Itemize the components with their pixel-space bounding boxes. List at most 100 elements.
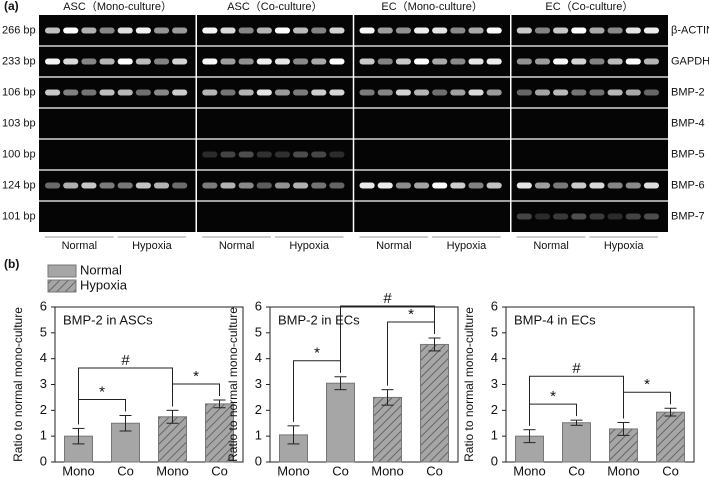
gel-band [238,182,254,189]
group-label: EC（Mono-culture） [381,0,482,13]
gel-band [99,58,115,65]
y-tick-label: 6 [255,298,262,313]
bar [205,403,234,463]
gel-band [413,58,430,65]
gene-label: GAPDH [671,55,709,67]
x-tick-label: Mono [513,463,546,477]
x-tick-label: Co [332,463,349,477]
gel-band [395,182,411,189]
y-axis-label: Ratio to normal mono-culture [462,307,476,462]
gel-band [468,182,484,189]
gel-band [432,27,448,34]
y-tick-label: 2 [255,402,262,417]
gel-band [329,89,345,96]
gel-band [643,182,659,189]
legend-swatch [47,264,77,278]
gel-band [63,182,79,189]
y-tick-label: 5 [40,324,47,339]
gel-band [359,89,375,96]
gel-band [117,27,133,34]
gel-band [153,89,170,96]
gel-band [413,89,430,96]
chart-title: BMP-2 in ASCs [63,312,153,327]
gel-band [607,182,623,189]
panel-label: (b) [4,257,19,271]
gel-band [516,89,532,96]
gel-band [571,89,587,96]
gel-band [607,89,623,96]
gel-band [625,182,641,189]
y-tick-label: 4 [255,350,262,365]
significance-mark: # [121,352,130,369]
gel-band [202,89,218,96]
chart-title: BMP-4 in ECs [514,312,596,327]
bar [562,422,591,463]
condition-label: Normal [219,240,254,252]
gel-band [274,151,291,158]
gel-band [571,27,587,34]
gel-band [99,182,115,189]
gel-band [450,27,466,34]
gel-band [153,58,170,65]
gel-band [413,27,430,34]
gel-band [256,182,272,189]
y-tick-label: 1 [255,428,262,443]
gel-band [172,182,188,189]
y-tick-label: 3 [491,376,498,391]
gel-band [643,213,659,220]
gel-band [329,27,345,34]
gel-band [516,58,532,65]
gel-band [432,182,448,189]
gel-band [534,27,551,34]
y-tick-label: 3 [40,376,47,391]
gel-band [589,27,605,34]
gel-band [172,27,188,34]
gel-band [553,213,569,220]
gel-band [395,89,411,96]
size-label: 100 bp [2,148,36,160]
significance-bracket [78,399,126,425]
gel-band [329,151,345,158]
gel-band [202,58,218,65]
gel-band [99,89,115,96]
gel-band [395,27,411,34]
gel-band [256,89,272,96]
size-label: 233 bp [2,55,36,67]
y-tick-label: 4 [40,350,47,365]
bar [656,411,685,463]
gel-band [81,89,97,96]
significance-bracket [172,383,220,407]
gel-band [625,58,641,65]
gel-band [220,27,236,34]
gel-band [63,89,79,96]
gel-band [329,182,345,189]
gene-label: β-ACTIN [671,24,709,36]
gel-band [220,58,236,65]
significance-bracket [78,367,173,425]
legend-swatch [47,279,77,293]
significance-mark: * [408,306,414,323]
gel-band [220,89,236,96]
gel-band [534,58,551,65]
gel-band [625,213,641,220]
gel-band [45,58,61,65]
y-tick-label: 1 [40,428,47,443]
gel-band [359,58,375,65]
gel-band [377,182,393,189]
gel-band [589,89,605,96]
gel-band [432,58,448,65]
chart-title: BMP-2 in ECs [278,312,360,327]
gel-band [99,27,115,34]
gel-band [589,58,605,65]
group-label: ASC（Mono-culture） [63,0,172,13]
condition-label: Hypoxia [132,240,173,252]
gel-band [256,151,272,158]
gel-band [45,89,61,96]
gel-band [450,58,466,65]
gene-label: BMP-7 [671,210,705,222]
gel-band [135,182,151,189]
y-tick-label: 2 [40,402,47,417]
gel-band [359,182,375,189]
gel-band [172,58,188,65]
